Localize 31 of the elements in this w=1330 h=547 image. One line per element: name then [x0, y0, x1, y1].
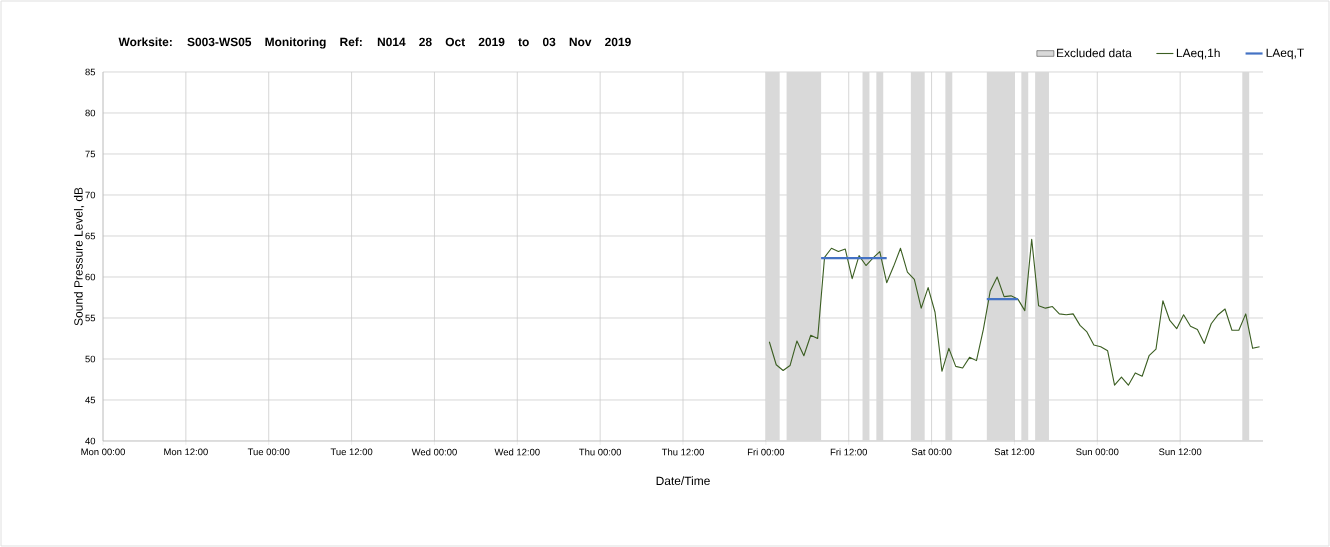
- y-tick-label: 50: [85, 355, 96, 363]
- legend-label: Excluded data: [1057, 48, 1132, 58]
- x-tick-label: Tue 00:00: [247, 448, 290, 456]
- y-tick-label: 80: [85, 109, 96, 117]
- x-tick-label: Sat 00:00: [911, 448, 952, 456]
- x-axis-title: Date/Time: [656, 476, 710, 486]
- y-tick-label: 75: [85, 150, 96, 158]
- x-tick-label: Sun 12:00: [1159, 448, 1202, 456]
- y-axis-title: Sound Pressure Level, dB: [73, 187, 85, 326]
- line-series: [768, 238, 1261, 386]
- y-tick-label: 70: [85, 191, 96, 199]
- x-tick-label: Fri 00:00: [747, 448, 785, 456]
- x-tick-label: Wed 00:00: [411, 448, 457, 456]
- legend-label: LAeq,T: [1266, 48, 1304, 60]
- x-tick-label: Sun 00:00: [1076, 448, 1119, 456]
- x-tick-label: Thu 00:00: [579, 448, 622, 456]
- y-tick-label: 85: [85, 68, 96, 76]
- y-tick-label: 40: [85, 437, 96, 445]
- x-tick-label: Mon 00:00: [81, 448, 125, 456]
- y-tick-label: 65: [85, 232, 96, 240]
- y-tick-label: 45: [85, 396, 96, 404]
- x-tick-label: Mon 12:00: [164, 448, 208, 456]
- x-tick-label: Fri 12:00: [830, 448, 868, 456]
- legend-label: LAeq,1h: [1176, 48, 1220, 60]
- y-tick-label: 55: [85, 314, 96, 322]
- x-tick-label: Sat 12:00: [994, 448, 1035, 456]
- x-tick-label: Wed 12:00: [494, 448, 540, 456]
- chart-title: Worksite: S003-WS05 Monitoring Ref: N014 28 Oct 2019 to 03 Nov 2019: [118, 37, 631, 49]
- x-tick-label: Tue 12:00: [330, 448, 373, 456]
- y-tick-label: 60: [85, 273, 96, 281]
- x-tick-label: Thu 12:00: [661, 448, 704, 456]
